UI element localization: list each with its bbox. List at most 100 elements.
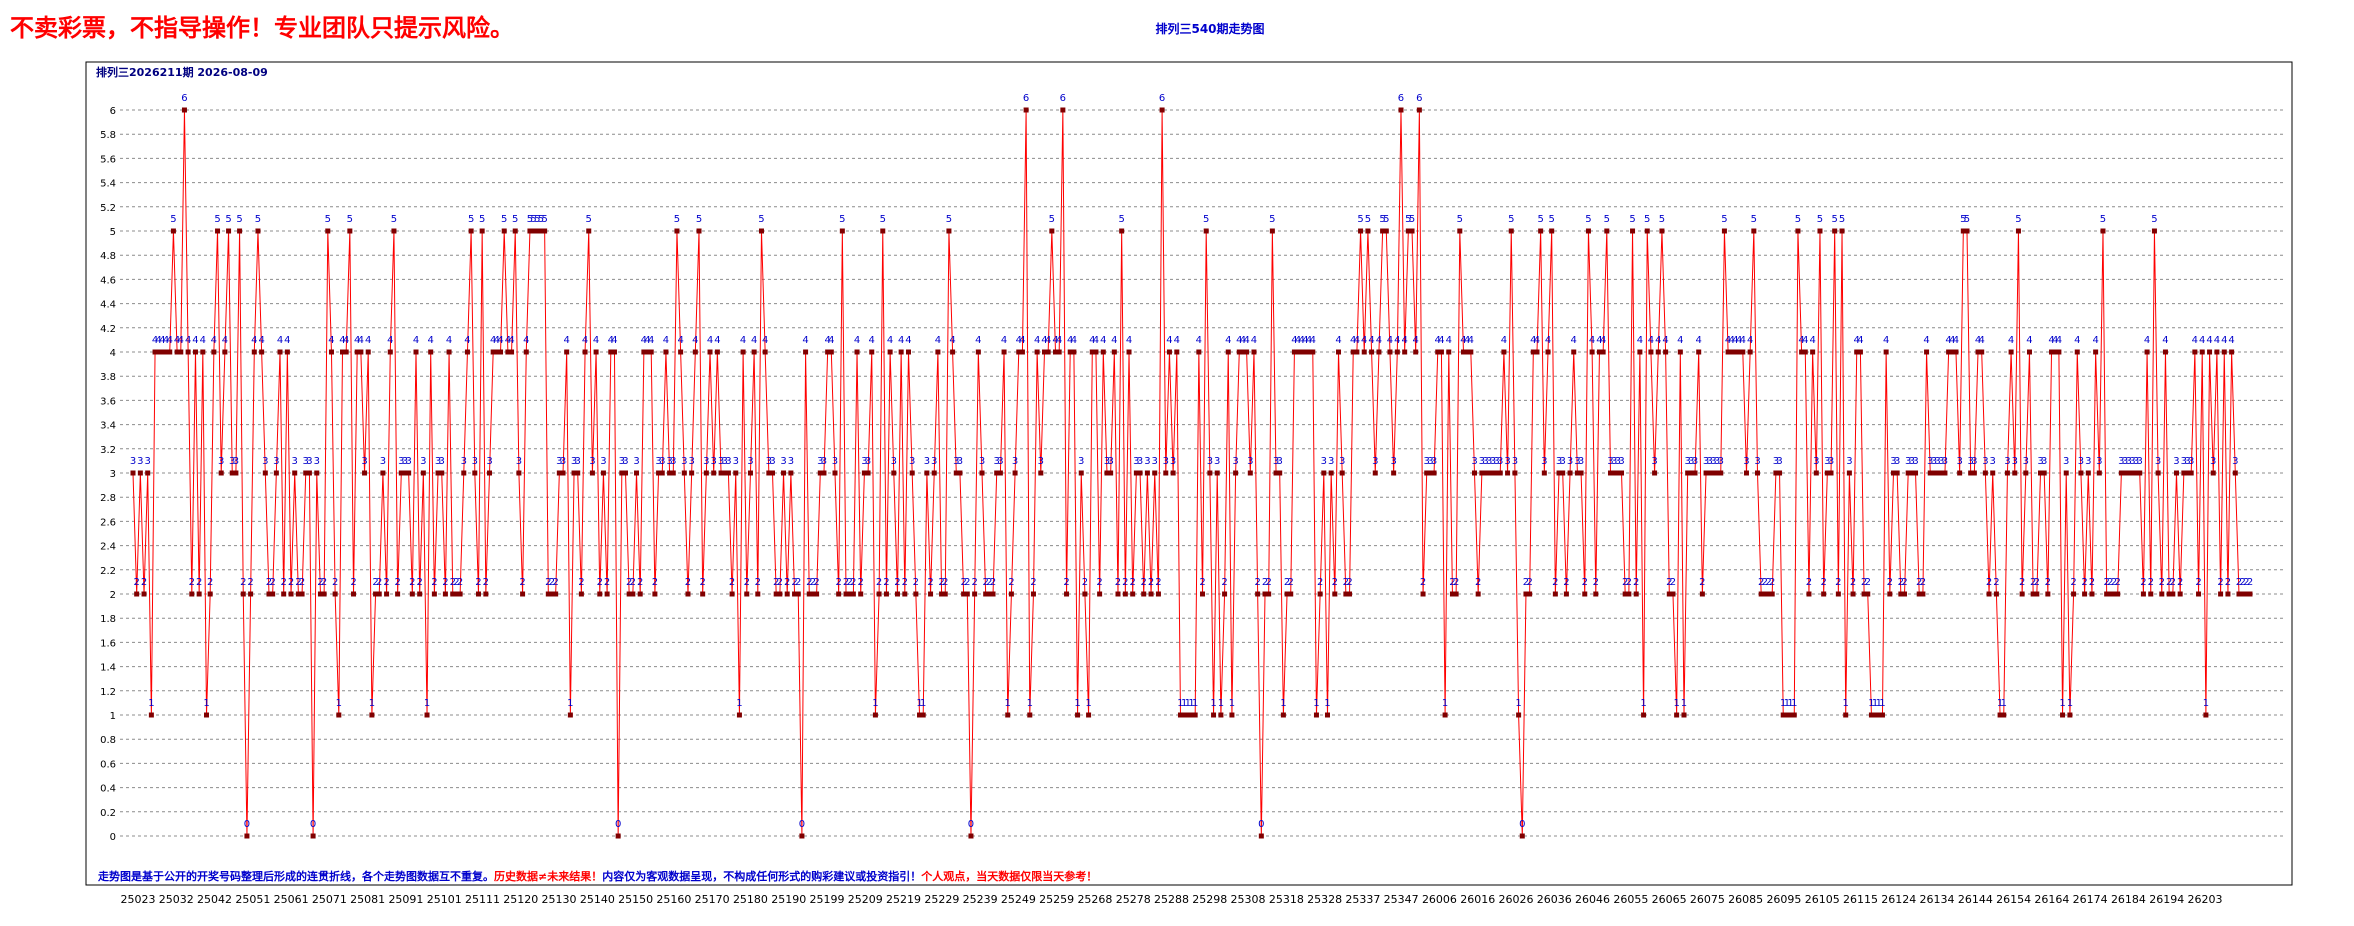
data-label: 4	[1302, 335, 1308, 346]
data-point	[1740, 349, 1746, 355]
data-label: 3	[314, 456, 320, 467]
data-point	[1427, 470, 1433, 476]
data-label: 4	[497, 335, 503, 346]
data-point	[1604, 228, 1610, 234]
data-label: 4	[163, 335, 169, 346]
data-label: 4	[802, 335, 808, 346]
data-point	[1104, 470, 1110, 476]
data-label: 3	[832, 456, 838, 467]
data-label: 5	[391, 214, 397, 225]
data-point	[1890, 470, 1896, 476]
data-point	[1332, 591, 1338, 597]
data-label: 5	[1964, 214, 1970, 225]
data-label: 3	[461, 456, 467, 467]
data-label: 3	[2184, 456, 2190, 467]
data-point	[1034, 349, 1040, 355]
data-label: 4	[707, 335, 713, 346]
data-label: 4	[1295, 335, 1301, 346]
data-point	[1023, 107, 1029, 113]
data-label: 2	[1475, 577, 1481, 588]
data-point	[1637, 349, 1643, 355]
data-point	[1111, 349, 1117, 355]
data-point	[328, 349, 334, 355]
data-point	[1486, 470, 1492, 476]
data-label: 4	[508, 335, 514, 346]
data-label: 2	[960, 577, 966, 588]
data-point	[2236, 591, 2242, 597]
x-tick-label: 26016	[1460, 893, 1495, 906]
data-label: 3	[1038, 456, 1044, 467]
data-point	[751, 349, 757, 355]
data-point	[1372, 470, 1378, 476]
data-point	[1736, 349, 1742, 355]
y-tick-label: 3.8	[100, 372, 116, 383]
data-point	[1244, 349, 1250, 355]
x-tick-label: 26115	[1843, 893, 1878, 906]
data-label: 5	[1795, 214, 1801, 225]
data-label: 3	[2004, 456, 2010, 467]
data-label: 5	[674, 214, 680, 225]
data-point	[1986, 591, 1992, 597]
data-point	[828, 349, 834, 355]
data-label: 5	[1721, 214, 1727, 225]
data-label: 2	[247, 577, 253, 588]
data-point	[1148, 591, 1154, 597]
data-point	[1457, 228, 1463, 234]
data-point	[1876, 712, 1882, 718]
data-label: 4	[490, 335, 496, 346]
data-point	[674, 228, 680, 234]
data-point	[1247, 470, 1253, 476]
data-label: 2	[850, 577, 856, 588]
data-label: 3	[670, 456, 676, 467]
data-point	[917, 712, 923, 718]
data-point	[244, 833, 250, 839]
data-label: 4	[1740, 335, 1746, 346]
data-label: 2	[372, 577, 378, 588]
data-label: 2	[685, 577, 691, 588]
data-point	[1240, 349, 1246, 355]
data-point	[1960, 228, 1966, 234]
data-label: 3	[2181, 456, 2187, 467]
data-label: 4	[949, 335, 955, 346]
data-label: 3	[821, 456, 827, 467]
data-point	[902, 591, 908, 597]
data-label: 4	[1732, 335, 1738, 346]
data-label: 2	[876, 577, 882, 588]
data-label: 3	[1163, 456, 1169, 467]
data-label: 4	[1350, 335, 1356, 346]
data-label: 2	[1670, 577, 1676, 588]
data-point	[975, 349, 981, 355]
data-label: 2	[971, 577, 977, 588]
data-labels: 3232314444454464242412453453352024543223…	[130, 93, 2253, 830]
data-label: 3	[1684, 456, 1690, 467]
data-point	[656, 470, 662, 476]
data-point	[1262, 591, 1268, 597]
data-label: 4	[2228, 335, 2234, 346]
data-label: 3	[303, 456, 309, 467]
data-point	[810, 591, 816, 597]
data-label: 2	[1916, 577, 1922, 588]
data-point	[1872, 712, 1878, 718]
data-label: 3	[2078, 456, 2084, 467]
data-point	[792, 591, 798, 597]
data-point	[1839, 228, 1845, 234]
data-point	[2067, 712, 2073, 718]
data-label: 5	[530, 214, 536, 225]
data-label: 1	[1876, 698, 1882, 709]
data-label: 2	[1332, 577, 1338, 588]
x-tick-label: 25318	[1269, 893, 1304, 906]
data-point	[384, 591, 390, 597]
data-point	[556, 470, 562, 476]
data-label: 4	[2056, 335, 2062, 346]
data-label: 5	[2015, 214, 2021, 225]
data-label: 4	[905, 335, 911, 346]
data-point	[505, 349, 511, 355]
data-label: 4	[1243, 335, 1249, 346]
data-point	[611, 349, 617, 355]
data-point	[1563, 591, 1569, 597]
y-tick-label: 3.2	[100, 445, 116, 456]
data-point	[292, 470, 298, 476]
data-label: 2	[2030, 577, 2036, 588]
data-label: 3	[1390, 456, 1396, 467]
x-tick-label: 25298	[1192, 893, 1227, 906]
